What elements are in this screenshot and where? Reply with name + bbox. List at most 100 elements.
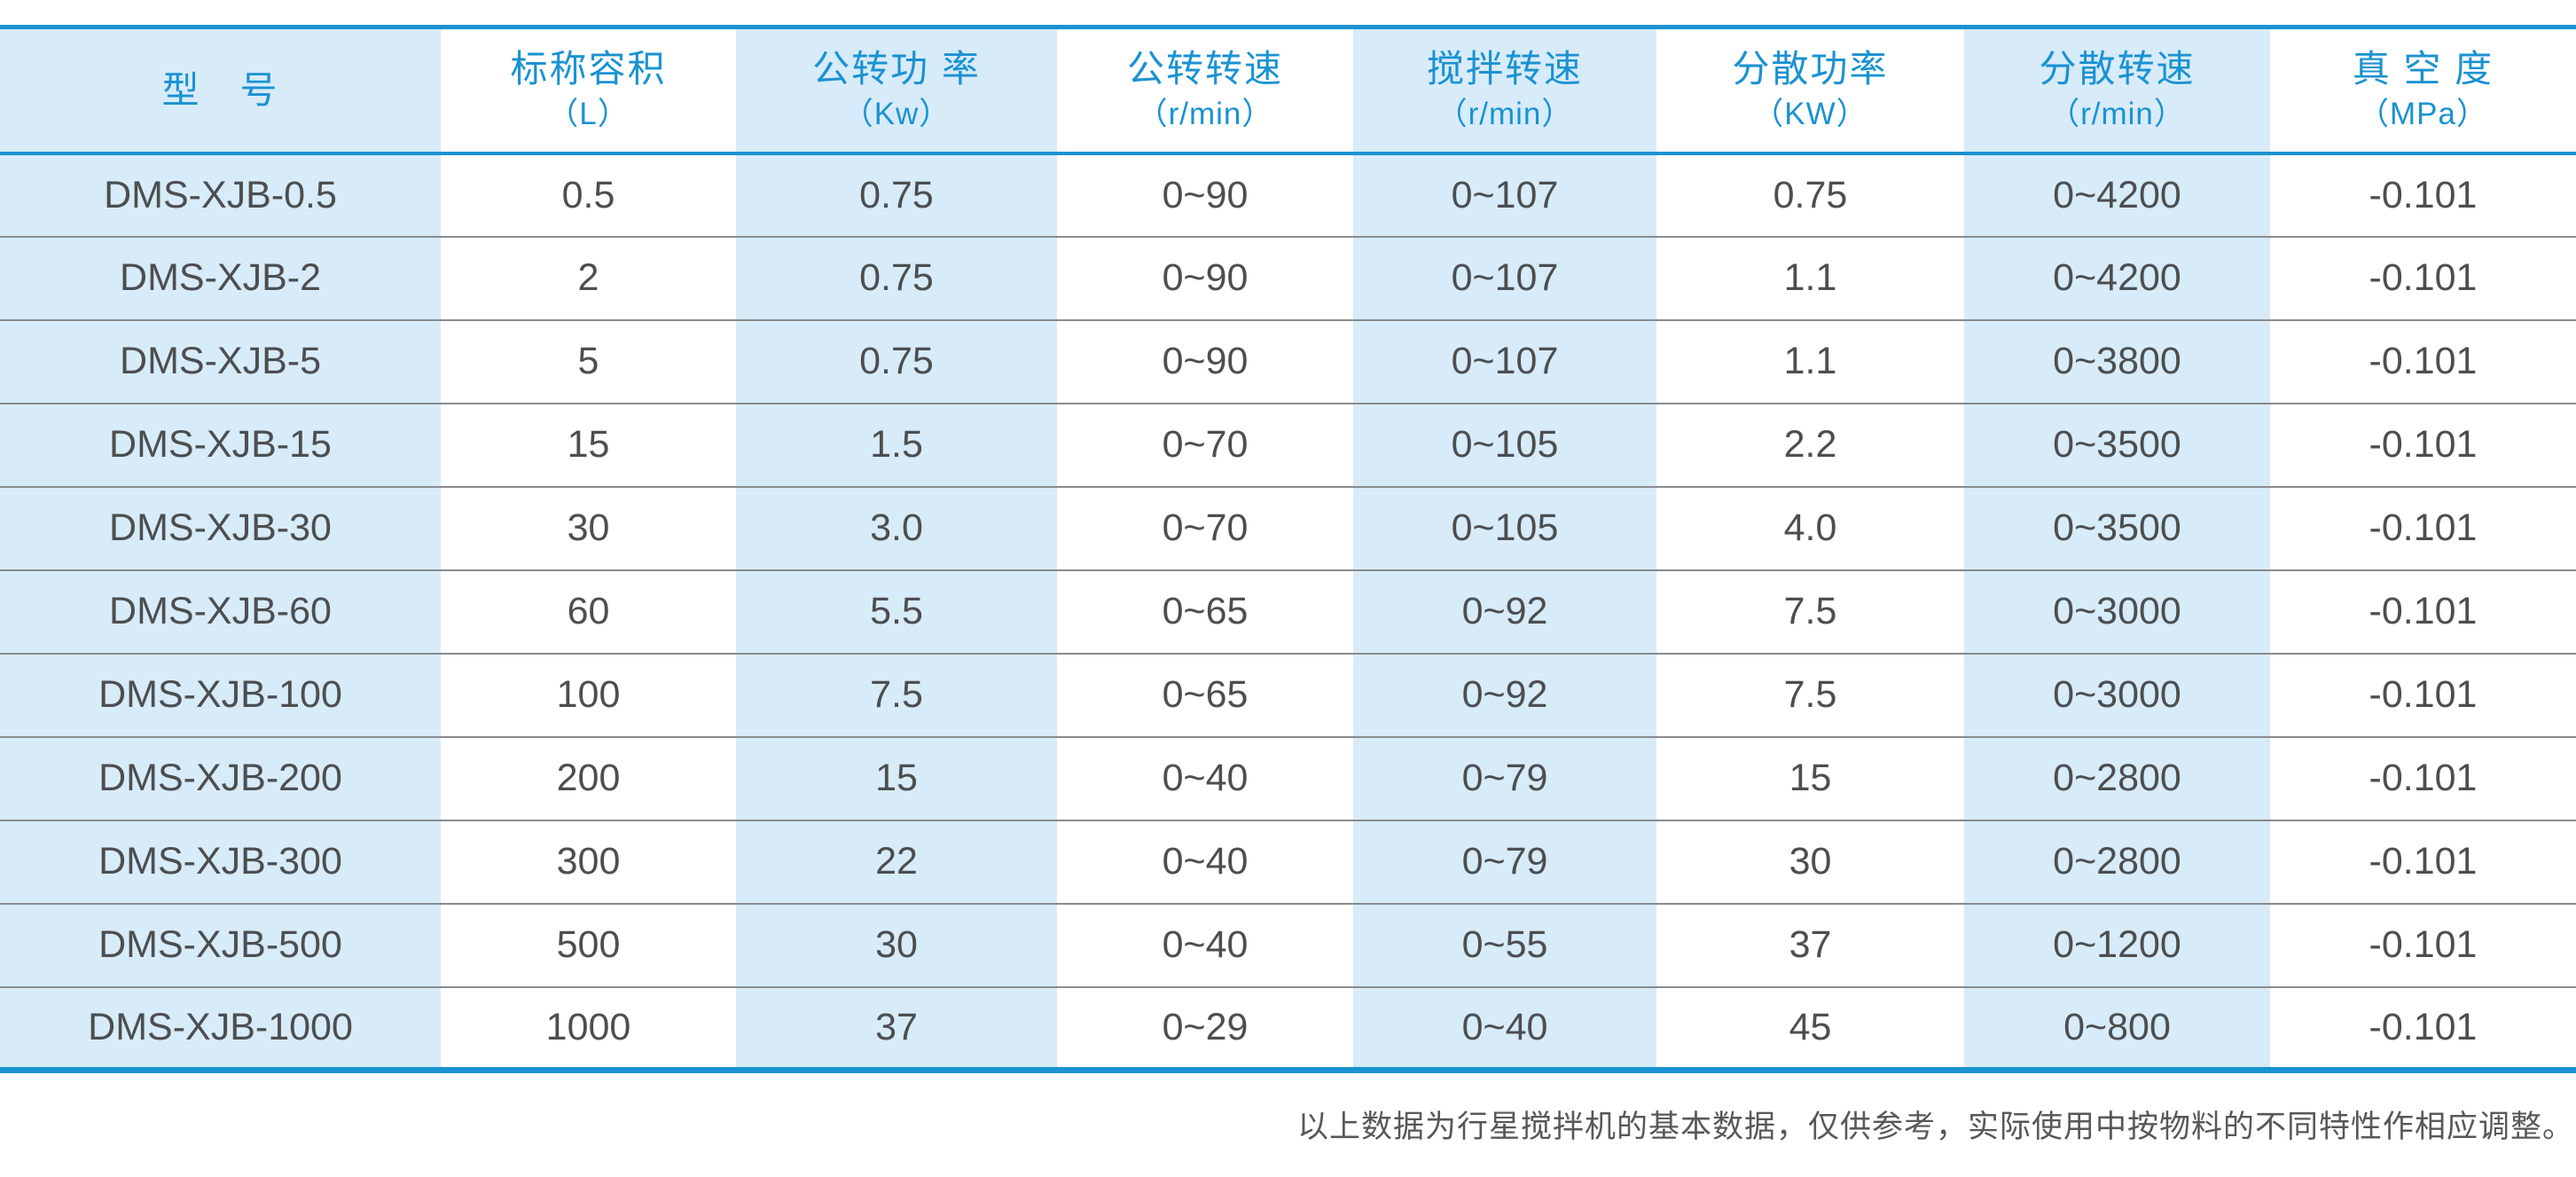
- value-cell: 0~70: [1057, 402, 1353, 487]
- table-body: DMS-XJB-0.5 0.5 0.75 0~90 0~107 0.75 0~4200 -0.…: [0, 153, 2576, 1071]
- column-header-label: 标称容积: [510, 48, 667, 90]
- column-header-label: 分散转速: [2039, 48, 2196, 90]
- column-header-8: 真 空 度 （MPa）: [2270, 27, 2576, 155]
- value-cell: -0.101: [2270, 318, 2576, 404]
- model-cell: DMS-XJB-5: [0, 318, 441, 404]
- table-row: DMS-XJB-500 500 30 0~40 0~55 37 0~1200 -0.101: [0, 902, 2576, 987]
- model-cell: DMS-XJB-300: [0, 819, 441, 904]
- column-header-label: 搅拌转速: [1426, 48, 1583, 90]
- column-header-label: 公转转速: [1126, 48, 1283, 90]
- value-cell: 0~65: [1057, 652, 1353, 737]
- value-cell: 0.5: [561, 173, 615, 216]
- value-cell: 0~90: [1057, 318, 1353, 404]
- value-cell: 0~29: [1057, 985, 1353, 1071]
- model-cell: DMS-XJB-1000: [0, 985, 441, 1071]
- table-row: DMS-XJB-15 15 1.5 0~70 0~105 2.2 0~3500 -0.101: [0, 402, 2576, 487]
- value-cell: 7.5: [1656, 569, 1964, 654]
- model-cell: DMS-XJB-30: [0, 485, 441, 570]
- column-header-unit: （Kw）: [842, 96, 951, 131]
- value-cell: 0~107: [1353, 318, 1656, 404]
- value-cell: 1.1: [1656, 318, 1964, 404]
- value-cell: 0~105: [1353, 402, 1656, 487]
- column-header-unit: （KW）: [1752, 96, 1868, 131]
- value-cell: 0~105: [1353, 485, 1656, 570]
- value-cell: 1.5: [736, 402, 1057, 487]
- column-header-unit: （r/min）: [2048, 96, 2186, 131]
- value-cell: -0.101: [2270, 569, 2576, 654]
- value-cell: 22: [736, 819, 1057, 904]
- column-header-label: 公转功 率: [812, 48, 981, 90]
- value-cell: 500: [441, 902, 736, 987]
- value-cell: 0~800: [1964, 985, 2270, 1071]
- column-header-2: 标称容积 （L）: [441, 27, 736, 155]
- value-cell: 0~3000: [1964, 569, 2270, 654]
- value-cell: 45: [1656, 985, 1964, 1071]
- table-row: DMS-XJB-300 300 22 0~40 0~79 30 0~2800 -0.101: [0, 819, 2576, 904]
- table-row: DMS-XJB-1000 1000 37 0~29 0~40 45 0~800 -0.101: [0, 985, 2576, 1071]
- value-cell: 5.5: [736, 569, 1057, 654]
- value-cell: 0~40: [1057, 735, 1353, 820]
- value-cell: 0~107: [1451, 173, 1559, 216]
- column-header-1: 型 号: [0, 27, 441, 155]
- value-cell: 0~55: [1353, 902, 1656, 987]
- value-cell: 30: [736, 902, 1057, 987]
- table-row: DMS-XJB-100 100 7.5 0~65 0~92 7.5 0~3000 -0.101: [0, 652, 2576, 737]
- value-cell: 0~92: [1353, 569, 1656, 654]
- value-cell: 0~3500: [1964, 485, 2270, 570]
- value-cell: 2: [441, 235, 736, 320]
- value-cell: 60: [441, 569, 736, 654]
- value-cell: -0.101: [2270, 485, 2576, 570]
- value-cell: 0~3000: [1964, 652, 2270, 737]
- model-cell: DMS-XJB-100: [0, 652, 441, 737]
- value-cell: 100: [441, 652, 736, 737]
- value-cell: 300: [441, 819, 736, 904]
- spec-table: 型 号 标称容积 （L） 公转功 率 （Kw） 公转转速 （r/min） 搅拌转速 （r/min…: [0, 25, 2576, 1073]
- value-cell: 0~70: [1057, 485, 1353, 570]
- value-cell: 2.2: [1656, 402, 1964, 487]
- value-cell: -0.101: [2270, 235, 2576, 320]
- header-row: 型 号 标称容积 （L） 公转功 率 （Kw） 公转转速 （r/min） 搅拌转速 （r/min…: [0, 27, 2576, 155]
- column-header-unit: （L）: [547, 96, 630, 131]
- value-cell: 0~79: [1353, 819, 1656, 904]
- value-cell: 0~4200: [2053, 173, 2181, 216]
- column-header-unit: （r/min）: [1436, 96, 1574, 131]
- value-cell: 0~4200: [1964, 235, 2270, 320]
- value-cell: 0.75: [736, 318, 1057, 404]
- value-cell: 15: [441, 402, 736, 487]
- value-cell: 0~40: [1057, 819, 1353, 904]
- value-cell: 1.1: [1656, 235, 1964, 320]
- model-cell: DMS-XJB-2: [0, 235, 441, 320]
- table-row: DMS-XJB-2 2 0.75 0~90 0~107 1.1 0~4200 -0.101: [0, 235, 2576, 320]
- column-header-6: 分散功率 （KW）: [1656, 27, 1964, 155]
- column-header-7: 分散转速 （r/min）: [1964, 27, 2270, 155]
- value-cell: 0.75: [1773, 173, 1848, 216]
- value-cell: 0~2800: [1964, 819, 2270, 904]
- table-row: DMS-XJB-200 200 15 0~40 0~79 15 0~2800 -0.101: [0, 735, 2576, 820]
- value-cell: 0~107: [1353, 235, 1656, 320]
- model-cell: DMS-XJB-500: [0, 902, 441, 987]
- column-header-unit: （r/min）: [1136, 96, 1274, 131]
- value-cell: 0~92: [1353, 652, 1656, 737]
- footnote: 以上数据为行星搅拌机的基本数据，仅供参考，实际使用中按物料的不同特性作相应调整。: [1296, 1110, 2574, 1145]
- value-cell: -0.101: [2270, 402, 2576, 487]
- value-cell: -0.101: [2270, 902, 2576, 987]
- value-cell: 0.75: [736, 235, 1057, 320]
- value-cell: -0.101: [2270, 652, 2576, 737]
- value-cell: 0~3500: [1964, 402, 2270, 487]
- value-cell: 200: [441, 735, 736, 820]
- table-row: DMS-XJB-60 60 5.5 0~65 0~92 7.5 0~3000 -0.101: [0, 569, 2576, 654]
- value-cell: 7.5: [736, 652, 1057, 737]
- model-cell: DMS-XJB-15: [0, 402, 441, 487]
- table-row: DMS-XJB-30 30 3.0 0~70 0~105 4.0 0~3500 -0.101: [0, 485, 2576, 570]
- table-row: DMS-XJB-5 5 0.75 0~90 0~107 1.1 0~3800 -0.101: [0, 318, 2576, 404]
- value-cell: 0.75: [859, 173, 934, 216]
- value-cell: 7.5: [1656, 652, 1964, 737]
- column-header-unit: （MPa）: [2358, 96, 2488, 131]
- value-cell: 15: [1656, 735, 1964, 820]
- value-cell: 37: [1656, 902, 1964, 987]
- column-header-label: 型 号: [161, 68, 279, 111]
- value-cell: 0~3800: [1964, 318, 2270, 404]
- column-header-3: 公转功 率 （Kw）: [736, 27, 1057, 155]
- column-header-label: 真 空 度: [2352, 48, 2494, 90]
- value-cell: 5: [441, 318, 736, 404]
